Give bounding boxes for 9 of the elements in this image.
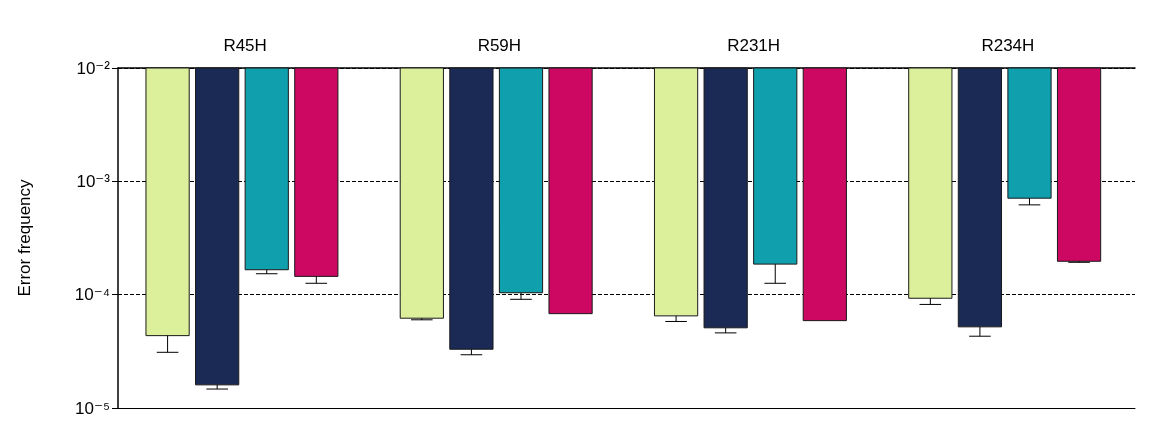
x-tick-label: R45H: [223, 36, 267, 55]
x-tick-label: R234H: [981, 36, 1035, 55]
x-tick-label: R231H: [727, 36, 781, 55]
x-tick-label: R59H: [477, 36, 522, 55]
y-tick-label: 10⁻⁴: [74, 285, 110, 305]
y-tick-label: 10⁻²: [76, 58, 111, 78]
y-tick-label: 10⁻⁵: [75, 398, 110, 418]
y-tick-label: 10⁻³: [76, 171, 111, 191]
y-axis-title: Error frequency: [15, 178, 34, 297]
